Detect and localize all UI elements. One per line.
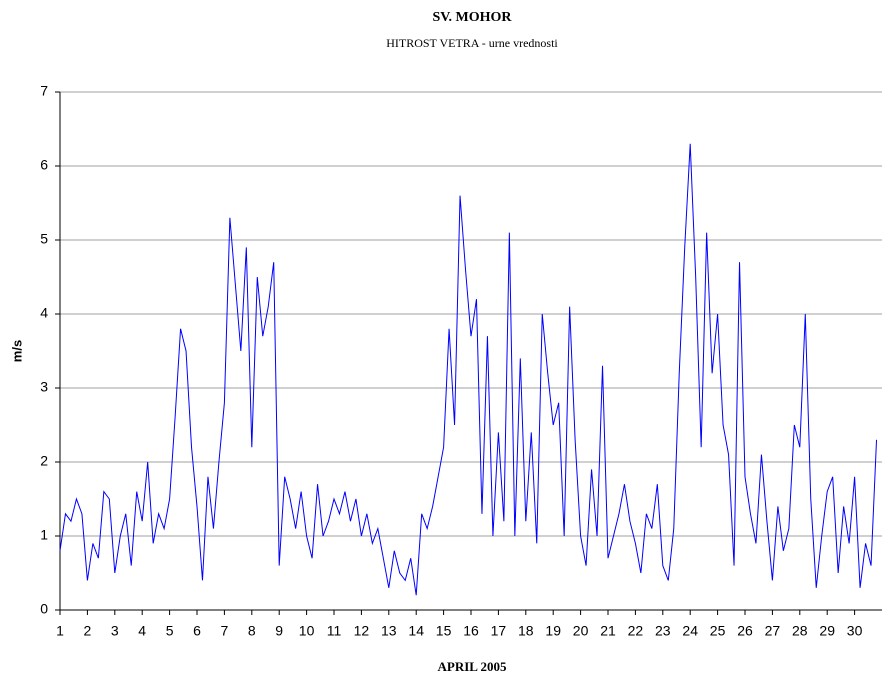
- x-tick-label: 23: [655, 623, 671, 639]
- x-tick-label: 14: [408, 623, 424, 639]
- y-tick-label: 0: [40, 601, 48, 617]
- x-tick-label: 26: [737, 623, 753, 639]
- x-tick-label: 30: [847, 623, 863, 639]
- chart-title: SV. MOHOR: [432, 10, 512, 25]
- x-tick-label: 1: [56, 623, 64, 639]
- x-axis-label: APRIL 2005: [438, 659, 507, 674]
- y-tick-label: 5: [40, 231, 48, 247]
- x-tick-label: 13: [381, 623, 397, 639]
- x-tick-label: 6: [193, 623, 201, 639]
- x-tick-label: 19: [545, 623, 561, 639]
- x-tick-label: 5: [166, 623, 174, 639]
- x-tick-label: 20: [573, 623, 589, 639]
- x-tick-label: 11: [327, 623, 342, 639]
- y-tick-label: 3: [40, 379, 48, 395]
- x-tick-label: 15: [436, 623, 452, 639]
- x-tick-label: 17: [491, 623, 507, 639]
- x-tick-label: 18: [518, 623, 534, 639]
- x-tick-label: 29: [819, 623, 835, 639]
- x-tick-label: 12: [354, 623, 370, 639]
- x-tick-label: 22: [628, 623, 644, 639]
- x-tick-label: 25: [710, 623, 726, 639]
- chart-subtitle: HITROST VETRA - urne vrednosti: [386, 36, 558, 50]
- x-tick-label: 28: [792, 623, 808, 639]
- data-line: [59, 143, 878, 596]
- x-tick-label: 2: [84, 623, 92, 639]
- y-axis-label: m/s: [9, 340, 24, 362]
- y-tick-label: 4: [40, 305, 48, 321]
- y-tick-label: 6: [40, 157, 48, 173]
- x-tick-label: 7: [221, 623, 229, 639]
- x-tick-label: 4: [138, 623, 146, 639]
- x-tick-label: 24: [682, 623, 698, 639]
- y-tick-label: 7: [40, 83, 48, 99]
- x-tick-label: 3: [111, 623, 119, 639]
- x-tick-label: 8: [248, 623, 256, 639]
- x-tick-label: 16: [463, 623, 479, 639]
- x-tick-label: 21: [600, 623, 616, 639]
- y-tick-label: 2: [40, 453, 48, 469]
- x-tick-label: 10: [299, 623, 315, 639]
- x-tick-label: 9: [275, 623, 283, 639]
- x-tick-label: 27: [765, 623, 781, 639]
- y-tick-label: 1: [40, 527, 48, 543]
